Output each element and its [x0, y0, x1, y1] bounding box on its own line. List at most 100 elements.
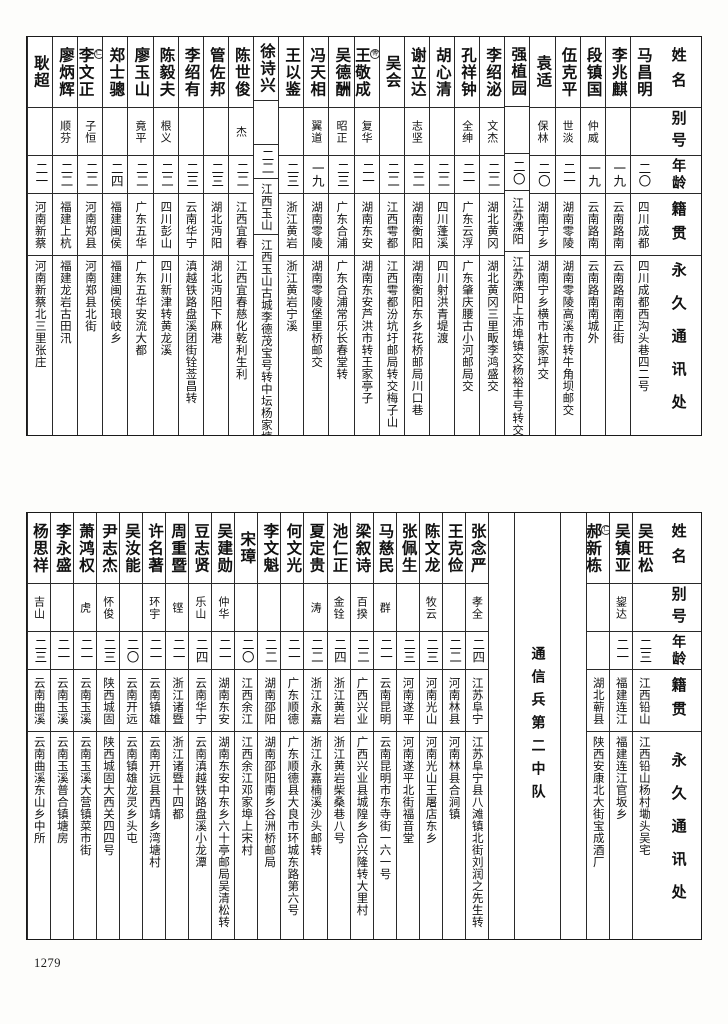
roster-record-column[interactable]: 李绍泌 文杰 二二 湖北黄冈 湖北黄冈三里畈李鸿盛交: [479, 37, 505, 435]
roster-record-column[interactable]: 徐诗兴 二二 江西玉山 江西玉山古城李德茂宝号转中坛杨家塘交: [253, 37, 279, 435]
roster-record-column[interactable]: 陈文龙 牧云 二三 河南光山 河南光山王屠店东乡: [418, 513, 442, 939]
cell-origin: 江西余江: [235, 669, 258, 731]
record-origin: 云南玉溪: [55, 676, 70, 725]
roster-record-column[interactable]: 廖玉山 竟平 二二 广东五华 广东五华安流大都: [127, 37, 153, 435]
roster-record-column[interactable]: 吴建勋 仲华 二一 湖南东安 湖南东安中东乡六十亭邮局吴清松转: [211, 513, 235, 939]
record-origin: 四川蓬溪: [435, 200, 450, 249]
cell-age: 二四: [465, 631, 488, 669]
record-alias: 根义: [159, 119, 173, 144]
cell-origin: 云南镇雄: [143, 669, 166, 731]
roster-record-column[interactable]: 夏定贵涛二二 浙江永嘉 浙江永嘉楠溪沙头邮转: [303, 513, 327, 939]
record-address: 河南林县合涧镇: [447, 736, 462, 820]
record-name: 宋璋: [238, 531, 257, 565]
record-age: 二二: [58, 162, 74, 187]
roster-record-column[interactable]: 宋璋 二〇 江西余江 江西余江邓家埠上宋村: [234, 513, 258, 939]
roster-record-column[interactable]: 李文正仁子恒 二二 河南郑县 河南郑县北街: [77, 37, 103, 435]
roster-record-column[interactable]: 陈世俊杰二二 江西宜春 江西宜春慈化乾利生利: [227, 37, 253, 435]
record-age: 二三: [209, 162, 225, 187]
roster-record-column[interactable]: 王以鉴 二三 浙江黄岩 浙江黄岩宁溪: [278, 37, 304, 435]
roster-record-column[interactable]: 马昌明 二〇 四川成都 四川成都西沟头巷四二号: [629, 37, 655, 435]
record-address: 江西雩都汾坑圩邮局转交梅子山: [385, 260, 400, 428]
roster-record-column[interactable]: 李文魁 二二 湖南邵阳 湖南邵阳南乡谷洲桥邮局: [257, 513, 281, 939]
roster-record-column[interactable]: 郝新栋仁湖北蕲县 陕西安康北大街宝成酒厂: [585, 513, 609, 939]
roster-record-column[interactable]: 袁适 保林 二〇 湖南宁乡 湖南宁乡横市杜家坪交: [529, 37, 555, 435]
record-address: 浙江永嘉楠溪沙头邮转: [309, 736, 324, 856]
cell-address: 江西宜春慈化乾利生利: [228, 255, 253, 435]
roster-record-column[interactable]: 吴德酬 昭正 二三 广东合浦 广东合浦常乐长春堂转: [328, 37, 354, 435]
roster-record-column[interactable]: 杨思祥 吉山 二三 云南曲溪 云南曲溪东山乡中所: [26, 513, 50, 939]
cell-name: 周重暨: [166, 513, 188, 583]
cell-alias: [103, 107, 128, 155]
record-name: 李文正: [78, 46, 95, 98]
cell-name: 王克俭: [443, 513, 465, 583]
roster-record-column[interactable]: 吴会 二二 江西雩都 江西雩都汾坑圩邮局转交梅子山: [378, 37, 404, 435]
cell-address: 江西雩都汾坑圩邮局转交梅子山: [379, 255, 404, 435]
cell-origin: 云南曲溪: [27, 669, 50, 731]
roster-record-column[interactable]: 池仁正 金铨 二四 浙江黄岩 浙江黄岩柴桑巷八号: [326, 513, 350, 939]
cell-origin: 云南路南: [605, 193, 630, 255]
roster-record-column[interactable]: 李绍有 二三 云南华宁 滇越铁路盘溪团街铨莶昌转: [177, 37, 203, 435]
roster-record-column[interactable]: 豆志贤 乐山 二四 云南华宁 云南滇越铁路盘溪小龙潭: [188, 513, 212, 939]
roster-record-column[interactable]: 许名著 环宇 二一 云南镇雄 云南开远县西靖乡湾塘村: [142, 513, 166, 939]
roster-record-column[interactable]: 管佐邦 二三 湖北沔阳 湖北沔阳下麻港: [202, 37, 228, 435]
roster-record-column[interactable]: 王敬成傅复华 二一 湖南东安 湖南东安芦洪市转王家亭子: [353, 37, 379, 435]
roster-record-column[interactable]: 郑士骢 二四 福建闽侯 福建闽侯琅岐乡: [102, 37, 128, 435]
roster-record-column[interactable]: 胡心清 二二 四川蓬溪 四川射洪青堤渡: [428, 37, 454, 435]
cell-name: 杨思祥: [28, 513, 50, 583]
cell-age: 二一: [143, 631, 166, 669]
roster-record-column[interactable]: 强植园 二〇 江苏溧阳 江苏溧阳上沛埠镇交杨裕丰号转交: [504, 37, 530, 435]
record-address: 广东合浦常乐长春堂转: [335, 260, 350, 380]
roster-record-column[interactable]: 李永盛 二一 云南玉溪 云南玉溪普合镇塘房: [49, 513, 74, 939]
cell-origin: 河南郑县: [78, 193, 103, 255]
record-address: 福建龙岩古田汛: [58, 260, 73, 344]
roster-record-column[interactable]: 吴镇亚 鋆达 二一 福建连江 福建连江官坂乡: [608, 513, 632, 939]
cell-name: 吴旺松: [633, 513, 655, 583]
roster-record-column[interactable]: 廖炳辉 顺芬 二二 福建上杭 福建龙岩古田汛: [52, 37, 78, 435]
record-origin: 湖北沔阳: [209, 200, 224, 249]
record-address: 广东肇庆腰古小河邮局交: [460, 260, 475, 392]
cell-alias: [379, 107, 404, 155]
record-alias: 金铨: [332, 595, 346, 620]
cell-alias: [203, 107, 228, 155]
roster-record-column[interactable]: 张念严 孝全 二四 江苏阜宁 江苏阜宁县八滩镇北街刘润之先生转: [464, 513, 488, 939]
roster-record-column[interactable]: 何文光 二一 广东顺德 广东顺德县大良市环城东路第六号: [280, 513, 304, 939]
cell-address: 江苏溧阳上沛埠镇交杨裕丰号转交: [505, 251, 530, 435]
roster-record-column[interactable]: 萧鸿权虎二一 云南玉溪 云南玉溪大营镇菜市街: [73, 513, 97, 939]
roster-record-column[interactable]: 李兆麒 一九 云南路南 云南路南南正街: [604, 37, 630, 435]
record-name: 袁适: [534, 55, 553, 89]
record-alias: 牧云: [424, 595, 438, 620]
roster-record-column[interactable]: 耿超 二一 河南新蔡 河南新蔡北三里张庄: [26, 37, 52, 435]
roster-record-column[interactable]: 张佩生 二三 河南遂平 河南遂平北街福音堂: [395, 513, 419, 939]
cell-origin: 湖南东安: [354, 193, 379, 255]
cell-alias: [505, 105, 530, 153]
cell-origin: 浙江永嘉: [304, 669, 327, 731]
cell-alias: [258, 583, 281, 631]
cell-name: 耿超: [28, 37, 52, 107]
roster-record-column[interactable]: 吴汝能 二〇 云南开远 云南镇雄龙灵乡头屯: [119, 513, 143, 939]
roster-record-column[interactable]: 吴旺松 二三 江西铅山 江西铅山杨村墈头吴宅: [631, 513, 655, 939]
record-origin: 湖南东安: [217, 676, 232, 725]
cell-address: 云南镇雄龙灵乡头屯: [120, 731, 143, 939]
roster-record-column[interactable]: 冯天相 翼道 一九 湖南零陵 湖南零陵堡里桥邮交: [303, 37, 329, 435]
record-origin: 浙江黄岩: [285, 200, 300, 249]
record-name: 夏定贵: [307, 522, 326, 574]
record-alias: 孝全: [470, 595, 484, 620]
roster-record-column[interactable]: 伍克平 世淡 二一 湖南零陵 湖南零陵高溪市转牛角坝邮交: [554, 37, 580, 435]
roster-record-column[interactable]: 孔祥钟 全绅 二一 广东云浮 广东肇庆腰古小河邮局交: [454, 37, 480, 435]
roster-record-column[interactable]: 王克俭 二二 河南林县 河南林县合涧镇: [441, 513, 465, 939]
roster-record-column[interactable]: 马慈民群二一 云南昆明 云南昆明市东寺街一六一号: [372, 513, 396, 939]
roster-record-column[interactable]: 周重暨铿二一 浙江诸暨 浙江诸暨十四都: [165, 513, 189, 939]
roster-record-column[interactable]: 梁叙诗 百揆 二二 广西兴业 广西兴业县城隍乡合兴隆转大里村: [349, 513, 373, 939]
cell-name: 李兆麒: [606, 37, 630, 107]
roster-record-column[interactable]: 尹志杰 怀俊 二三 陕西城固 陕西城固大西关四四号: [96, 513, 120, 939]
cell-alias: 鋆达: [609, 583, 632, 631]
record-age: 二一: [614, 638, 630, 663]
roster-record-column[interactable]: 段镇国 仲威 一九 云南路南 云南路南南城外: [579, 37, 605, 435]
record-name: 陈毅夫: [157, 46, 176, 98]
roster-record-column[interactable]: 陈毅夫 根义 二二 四川彭山 四川新津转黄龙溪: [152, 37, 178, 435]
row-label-age: 年龄: [655, 155, 701, 193]
cell-name: 李永盛: [51, 513, 73, 583]
roster-record-column[interactable]: 谢立达 志坚 二二 湖南衡阳 湖南衡阳东乡花桥邮局川口巷: [403, 37, 429, 435]
cell-name: 郝新栋仁: [587, 513, 609, 583]
cell-name: 管佐邦: [204, 37, 228, 107]
